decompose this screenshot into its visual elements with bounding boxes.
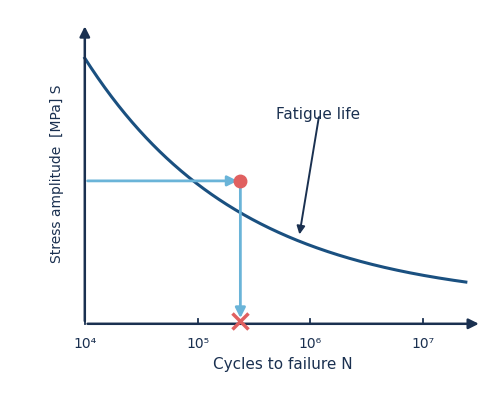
Text: 10⁶: 10⁶ bbox=[298, 337, 322, 351]
Text: 10⁷: 10⁷ bbox=[412, 337, 434, 351]
Text: Stress amplitude  [MPa] S: Stress amplitude [MPa] S bbox=[50, 84, 64, 263]
Text: 10⁵: 10⁵ bbox=[186, 337, 209, 351]
Text: Cycles to failure N: Cycles to failure N bbox=[214, 357, 353, 372]
Text: 10⁴: 10⁴ bbox=[73, 337, 96, 351]
Text: Fatigue life: Fatigue life bbox=[276, 107, 360, 122]
